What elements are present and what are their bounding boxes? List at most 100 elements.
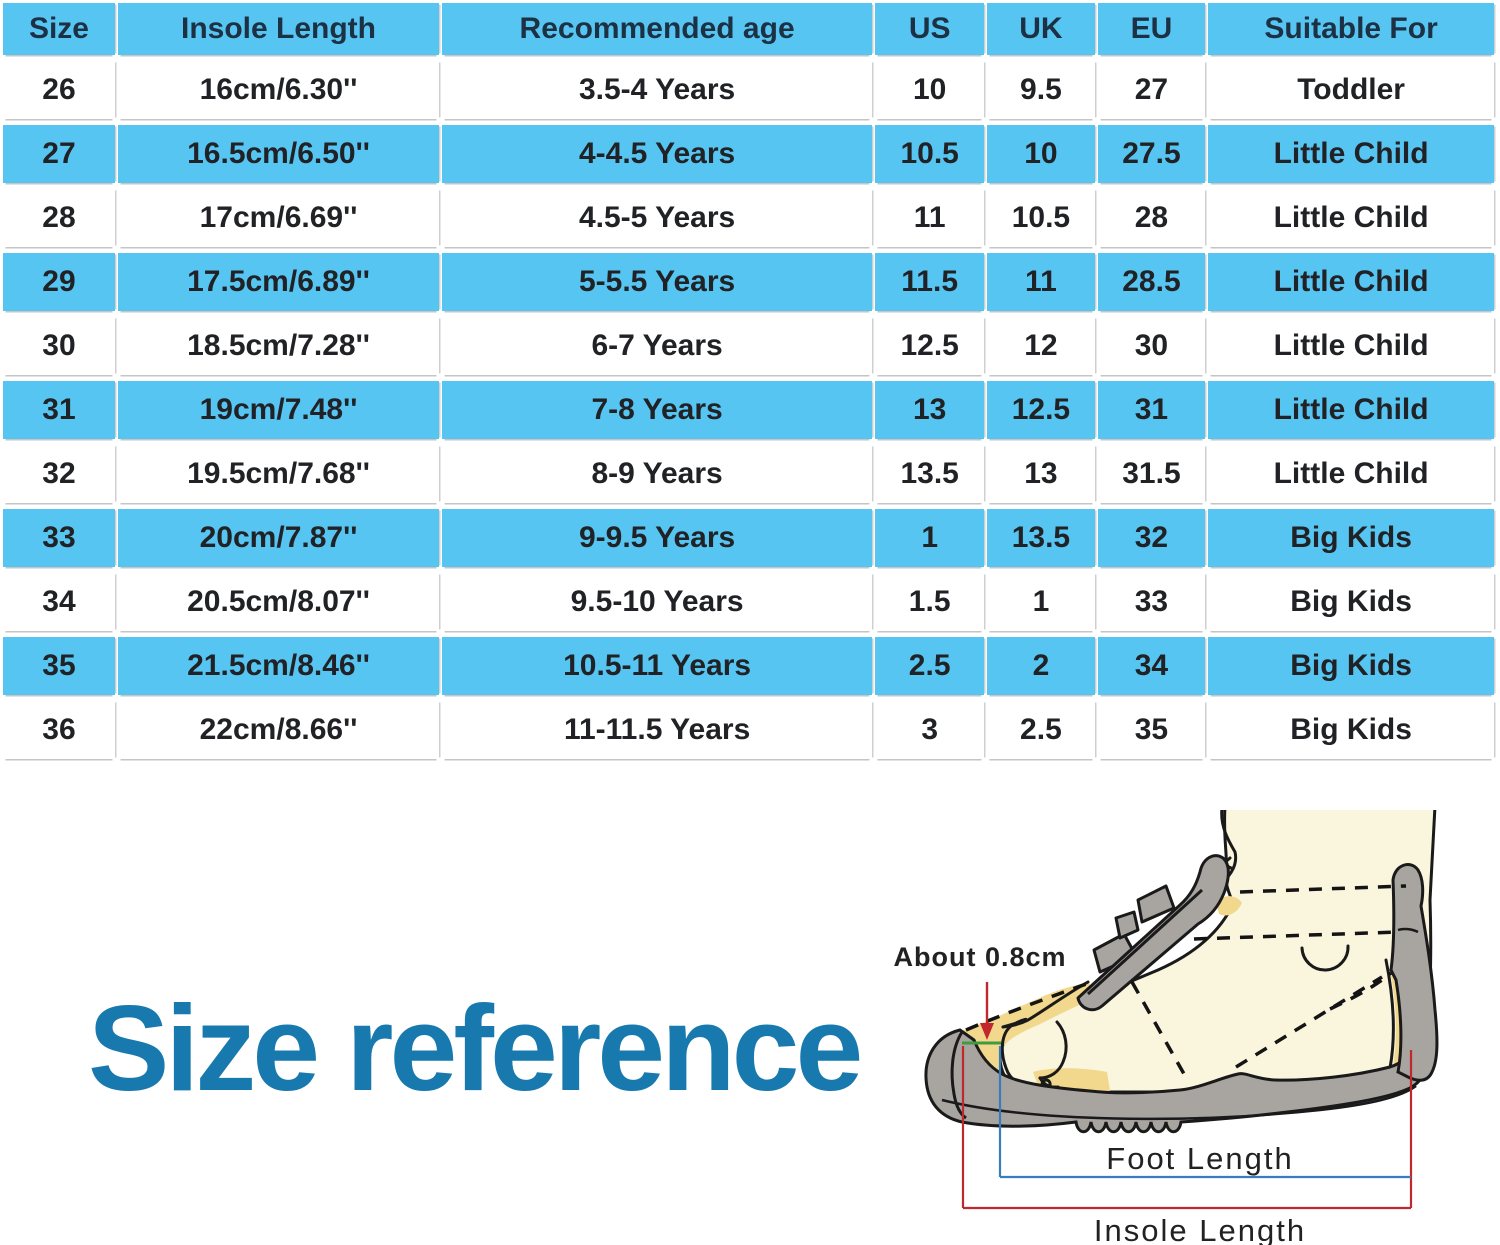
table-cell: 22cm/8.66'' (117, 701, 440, 759)
table-cell: Little Child (1208, 125, 1494, 183)
table-cell: 21.5cm/8.46'' (117, 637, 440, 695)
table-row: 28 17cm/6.69'' 4.5-5 Years 11 10.5 28 Little C… (3, 189, 1494, 247)
shoe-strap (1076, 854, 1230, 1012)
table-cell: 32 (1097, 509, 1206, 567)
table-cell: 1.5 (875, 573, 985, 631)
table-cell: 10.5 (987, 189, 1095, 247)
table-cell: Little Child (1208, 189, 1494, 247)
table-cell: 10 (987, 125, 1095, 183)
table-cell: 13 (875, 381, 985, 439)
shoe-sole (924, 1009, 1429, 1134)
table-cell: 1 (987, 573, 1095, 631)
table-cell: 16cm/6.30'' (117, 61, 440, 119)
table-row: 30 18.5cm/7.28'' 6-7 Years 12.5 12 30 Little C… (3, 317, 1494, 375)
table-cell: 8-9 Years (442, 445, 873, 503)
column-header: Size (3, 3, 115, 55)
table-cell: Big Kids (1208, 509, 1494, 567)
table-cell: 34 (3, 573, 115, 631)
table-cell: 13.5 (875, 445, 985, 503)
table-cell: 11.5 (875, 253, 985, 311)
table-cell: 3.5-4 Years (442, 61, 873, 119)
table-cell: 28 (3, 189, 115, 247)
table-cell: 19.5cm/7.68'' (117, 445, 440, 503)
table-cell: 7-8 Years (442, 381, 873, 439)
column-header: Insole Length (117, 3, 440, 55)
table-cell: 34 (1097, 637, 1206, 695)
table-cell: 36 (3, 701, 115, 759)
table-cell: 31 (1097, 381, 1206, 439)
table-cell: 28 (1097, 189, 1206, 247)
table-cell: 10 (875, 61, 985, 119)
table-cell: 6-7 Years (442, 317, 873, 375)
table-cell: 12.5 (875, 317, 985, 375)
table-cell: 17cm/6.69'' (117, 189, 440, 247)
table-cell: 30 (1097, 317, 1206, 375)
table-row: 26 16cm/6.30'' 3.5-4 Years 10 9.5 27 Toddler (3, 61, 1494, 119)
table-cell: Little Child (1208, 317, 1494, 375)
table-cell: 10.5 (875, 125, 985, 183)
foot-length-label: Foot Length (1106, 1141, 1293, 1176)
table-cell: 3 (875, 701, 985, 759)
table-cell: 12 (987, 317, 1095, 375)
table-cell: 27 (1097, 61, 1206, 119)
table-row: 29 17.5cm/6.89'' 5-5.5 Years 11.5 11 28.5 Litt… (3, 253, 1494, 311)
table-cell: 27 (3, 125, 115, 183)
table-cell: 27.5 (1097, 125, 1206, 183)
table-cell: 1 (875, 509, 985, 567)
table-row: 35 21.5cm/8.46'' 10.5-11 Years 2.5 2 34 Big Ki… (3, 637, 1494, 695)
table-cell: 31 (3, 381, 115, 439)
table-cell: 20cm/7.87'' (117, 509, 440, 567)
column-header: UK (987, 3, 1095, 55)
size-chart-table: Size Insole Length Recommended age US UK EU Su… (3, 3, 1494, 759)
table-cell: 10.5-11 Years (442, 637, 873, 695)
shoe-measurement-illustration: About 0.8cm Foot Length Insole Length (893, 810, 1439, 1245)
dashed-lines (965, 884, 1407, 1082)
table-row: 33 20cm/7.87'' 9-9.5 Years 1 13.5 32 Big Kids (3, 509, 1494, 567)
table-row: 32 19.5cm/7.68'' 8-9 Years 13.5 13 31.5 Little… (3, 445, 1494, 503)
column-header: Recommended age (442, 3, 873, 55)
measurement-lines (961, 982, 1413, 1210)
table-cell: Little Child (1208, 445, 1494, 503)
table-row: 36 22cm/8.66'' 11-11.5 Years 3 2.5 35 Big Kids (3, 701, 1494, 759)
table-cell: 2 (987, 637, 1095, 695)
table-cell: 35 (3, 637, 115, 695)
table-cell: Big Kids (1208, 573, 1494, 631)
table-cell: Big Kids (1208, 701, 1494, 759)
insole-length-bracket (961, 1046, 1413, 1210)
table-cell: 26 (3, 61, 115, 119)
heel-counter (1389, 863, 1439, 1082)
table-cell: 4-4.5 Years (442, 125, 873, 183)
table-cell: 28.5 (1097, 253, 1206, 311)
table-cell: 9-9.5 Years (442, 509, 873, 567)
table-cell: 19cm/7.48'' (117, 381, 440, 439)
table-cell: 13.5 (987, 509, 1095, 567)
foot-length-bracket (998, 1046, 1411, 1179)
table-cell: Little Child (1208, 253, 1494, 311)
table-cell: 5-5.5 Years (442, 253, 873, 311)
table-cell: 30 (3, 317, 115, 375)
table-row: 31 19cm/7.48'' 7-8 Years 13 12.5 31 Little Chi… (3, 381, 1494, 439)
table-cell: 2.5 (875, 637, 985, 695)
table-cell: 31.5 (1097, 445, 1206, 503)
column-header: EU (1097, 3, 1206, 55)
table-cell: 20.5cm/8.07'' (117, 573, 440, 631)
table-header-row: Size Insole Length Recommended age US UK EU Su… (3, 3, 1494, 55)
table-cell: Toddler (1208, 61, 1494, 119)
table-cell: 2.5 (987, 701, 1095, 759)
table-row: 27 16.5cm/6.50'' 4-4.5 Years 10.5 10 27.5 Litt… (3, 125, 1494, 183)
size-reference-title: Size reference (88, 980, 863, 1116)
table-cell: 16.5cm/6.50'' (117, 125, 440, 183)
table-cell: 11-11.5 Years (442, 701, 873, 759)
table-row: 34 20.5cm/8.07'' 9.5-10 Years 1.5 1 33 Big Kid… (3, 573, 1494, 631)
column-header: Suitable For (1208, 3, 1494, 55)
toe-gap-arrow (980, 982, 994, 1040)
table-cell: 11 (875, 189, 985, 247)
table-cell: 9.5-10 Years (442, 573, 873, 631)
table-cell: 4.5-5 Years (442, 189, 873, 247)
table-cell: 35 (1097, 701, 1206, 759)
table-cell: Big Kids (1208, 637, 1494, 695)
toe-gap-label: About 0.8cm (893, 942, 1066, 972)
table-cell: Little Child (1208, 381, 1494, 439)
table-cell: 13 (987, 445, 1095, 503)
